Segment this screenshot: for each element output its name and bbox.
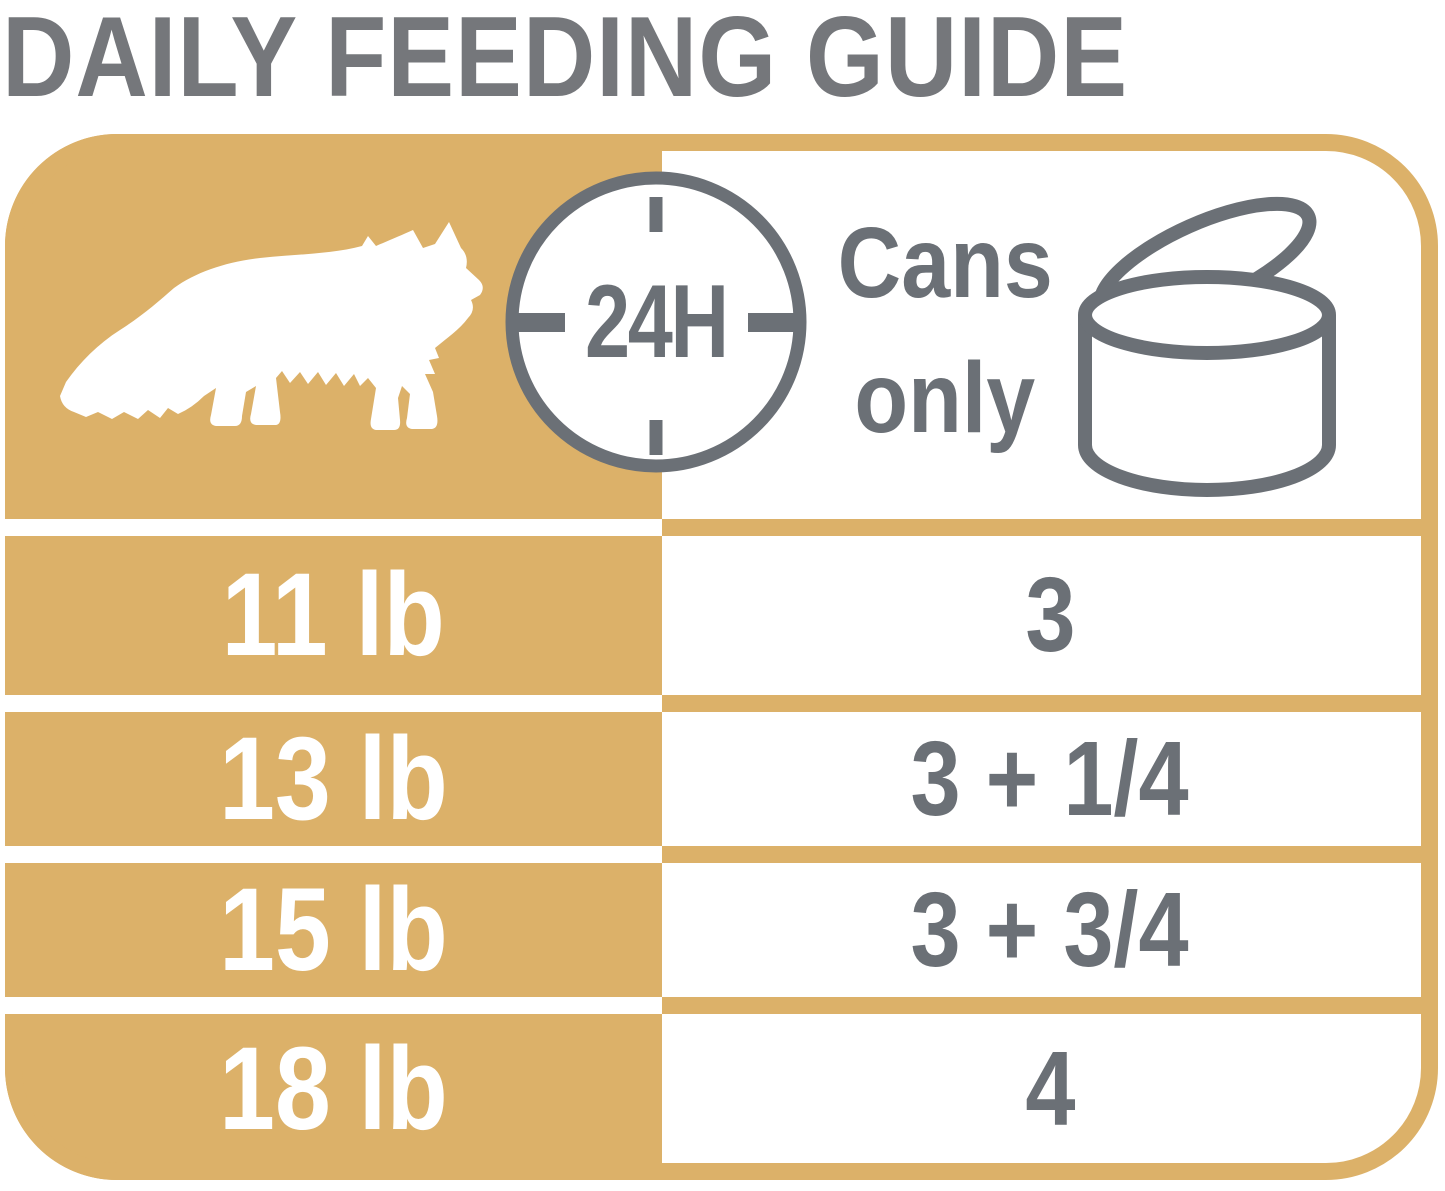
cans-only-line2: only: [854, 342, 1036, 454]
cans-only-line1: Cans: [837, 207, 1053, 319]
cans-cell-row4: 4: [1024, 1029, 1076, 1148]
weight-cell-row2: 13 lb: [219, 713, 448, 845]
24h-clock-icon: [505, 171, 807, 473]
can-body: [1078, 315, 1336, 497]
open-can-icon: [1078, 196, 1336, 497]
cans-cell-row2: 3 + 1/4: [910, 719, 1190, 838]
left-row-separators: [5, 519, 662, 1014]
can-rim: [1078, 270, 1336, 360]
weight-cell-row4: 18 lb: [219, 1023, 448, 1155]
clock-tick-3: [748, 313, 795, 332]
cans-only-label: Cans only: [775, 198, 1115, 464]
clock-tick-9: [518, 313, 565, 332]
page-title: DAILY FEEDING GUIDE: [2, 0, 1129, 121]
weight-cell-row3: 15 lb: [219, 864, 448, 996]
clock-24h-label: 24H: [585, 263, 729, 380]
clock-tick-6: [649, 420, 663, 455]
weight-cell-row1: 11 lb: [221, 549, 446, 681]
clock-tick-12: [649, 197, 663, 232]
cans-cell-row1: 3: [1024, 555, 1076, 674]
table-border: [5, 134, 1438, 1180]
right-row-separators: [662, 519, 1438, 1014]
cans-cell-row3: 3 + 3/4: [910, 870, 1190, 989]
cat-silhouette-icon: [60, 222, 483, 430]
